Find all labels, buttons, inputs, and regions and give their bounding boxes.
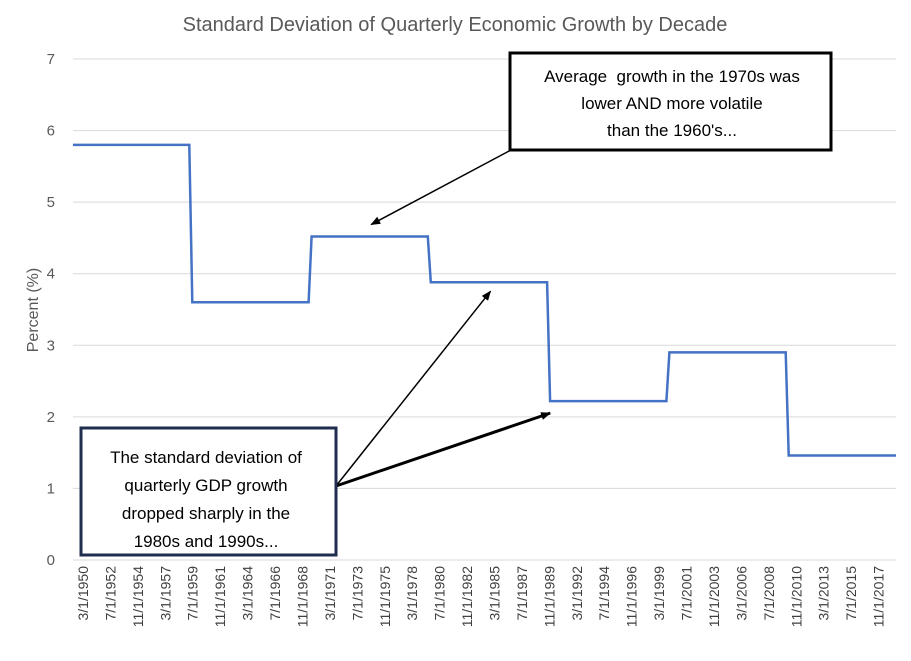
y-tick-label: 2: [47, 409, 55, 426]
x-tick-label: 11/1/2017: [871, 566, 887, 627]
callout-box: [508, 51, 833, 152]
annotation-arrow: [335, 411, 552, 488]
x-tick-label: 7/1/1987: [514, 566, 530, 621]
x-tick-label: 7/1/1994: [596, 566, 612, 621]
x-tick-label: 11/1/2010: [788, 566, 804, 627]
x-tick-label: 7/1/1959: [185, 566, 201, 621]
x-tick-label: 3/1/1957: [157, 566, 173, 621]
x-tick-label: 11/1/1975: [377, 566, 393, 627]
chart-title: Standard Deviation of Quarterly Economic…: [183, 14, 728, 36]
series-line: [73, 143, 896, 457]
y-tick-label: 7: [47, 51, 55, 68]
y-axis-label: Percent (%): [25, 268, 42, 352]
x-tick-label: 11/1/1961: [212, 566, 228, 627]
callout-text-line: The standard deviation of: [110, 448, 302, 467]
x-tick-label: 11/1/1968: [294, 566, 310, 627]
x-tick-label: 7/1/1973: [349, 566, 365, 621]
annotation-callout: The standard deviation of quarterly GDP g…: [79, 426, 338, 557]
annotation-callout: Average growth in the 1970s was lower AND…: [508, 51, 833, 152]
y-tick-label: 5: [47, 194, 55, 211]
x-tick-label: 3/1/2006: [733, 566, 749, 621]
x-axis-ticks: 3/1/1950 7/1/1952 11/1/1954 3/1/1957 7/1/195…: [75, 566, 887, 627]
x-tick-label: 3/1/1992: [569, 566, 585, 621]
series-group: [73, 143, 896, 457]
callout-text-line: lower AND more volatile: [581, 94, 762, 113]
annotation-arrows: [335, 149, 552, 488]
x-tick-label: 3/1/1971: [322, 566, 338, 621]
callout-text-line: 1980s and 1990s...: [134, 532, 279, 551]
callout-text-line: quarterly GDP growth: [124, 476, 287, 495]
x-tick-label: 7/1/1980: [432, 566, 448, 621]
x-tick-label: 7/1/1966: [267, 566, 283, 621]
x-tick-label: 11/1/1954: [130, 566, 146, 627]
x-tick-label: 3/1/1985: [487, 566, 503, 621]
x-tick-label: 11/1/1982: [459, 566, 475, 627]
x-tick-label: 7/1/2008: [761, 566, 777, 621]
x-tick-label: 7/1/1952: [102, 566, 118, 621]
x-tick-label: 7/1/2001: [679, 566, 695, 621]
x-tick-label: 3/1/2013: [816, 566, 832, 621]
x-tick-label: 3/1/1978: [404, 566, 420, 621]
callout-text-line: Average growth in the 1970s was: [544, 67, 800, 86]
x-tick-label: 11/1/1996: [624, 566, 640, 627]
y-tick-label: 1: [47, 480, 55, 497]
x-tick-label: 3/1/1950: [75, 566, 91, 621]
y-tick-label: 3: [47, 337, 55, 354]
annotation-callouts: Average growth in the 1970s was lower AND…: [79, 51, 833, 557]
x-tick-label: 11/1/2003: [706, 566, 722, 627]
callout-text-line: than the 1960's...: [607, 121, 737, 140]
callout-box: [79, 426, 338, 557]
annotation-arrow: [335, 290, 492, 487]
y-tick-label: 4: [47, 266, 55, 283]
y-axis-ticks: 0 1 2 3 4 5 6 7: [47, 51, 55, 569]
y-tick-label: 6: [47, 123, 55, 140]
callout-text-line: dropped sharply in the: [122, 504, 290, 523]
x-tick-label: 11/1/1989: [541, 566, 557, 627]
x-tick-label: 7/1/2015: [843, 566, 859, 621]
x-tick-label: 3/1/1999: [651, 566, 667, 621]
y-tick-label: 0: [47, 552, 55, 569]
x-tick-label: 3/1/1964: [240, 566, 256, 621]
annotation-arrow: [370, 149, 512, 226]
